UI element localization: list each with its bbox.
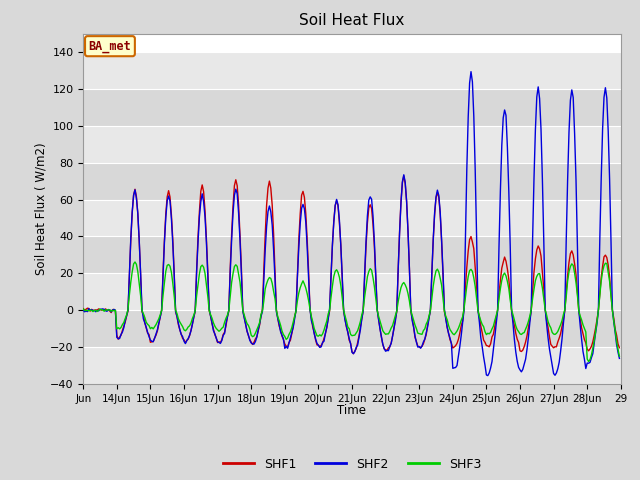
Bar <box>83 200 621 237</box>
Bar <box>83 89 621 126</box>
Title: Soil Heat Flux: Soil Heat Flux <box>300 13 404 28</box>
Bar <box>83 347 621 384</box>
Bar <box>83 273 621 310</box>
Bar <box>83 126 621 163</box>
Bar <box>83 52 621 89</box>
Bar <box>83 163 621 200</box>
Bar <box>83 310 621 347</box>
Bar <box>83 237 621 273</box>
Legend: SHF1, SHF2, SHF3: SHF1, SHF2, SHF3 <box>218 453 486 476</box>
X-axis label: Time: Time <box>337 404 367 417</box>
Y-axis label: Soil Heat Flux ( W/m2): Soil Heat Flux ( W/m2) <box>34 143 47 275</box>
Text: BA_met: BA_met <box>88 40 131 53</box>
